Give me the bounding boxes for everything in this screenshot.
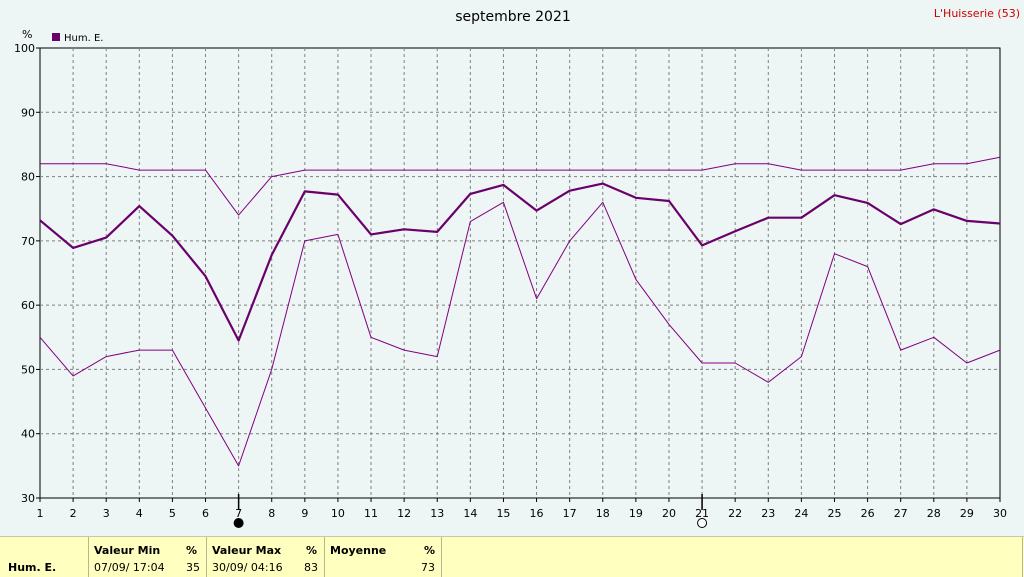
y-tick-label: 90 (21, 106, 35, 119)
y-tick-label: 100 (14, 42, 35, 55)
x-tick-label: 12 (397, 507, 411, 520)
x-tick-label: 26 (861, 507, 875, 520)
x-tick-label: 4 (136, 507, 143, 520)
x-tick-label: 1 (37, 507, 44, 520)
x-tick-label: 27 (894, 507, 908, 520)
grid (40, 48, 1000, 498)
y-axis-ticks: 30 40 50 60 70 80 90 100 (14, 42, 40, 505)
y-tick-label: 70 (21, 235, 35, 248)
y-tick-label: 50 (21, 363, 35, 376)
x-tick-label: 11 (364, 507, 378, 520)
x-tick-label: 2 (70, 507, 77, 520)
legend-label: Hum. E. (64, 33, 103, 44)
y-tick-label: 80 (21, 171, 35, 184)
max-unit: % (306, 544, 318, 557)
humidity-chart: septembre 2021 L'Huisserie (53) % Hum. E… (14, 7, 1020, 528)
x-tick-label: 19 (629, 507, 643, 520)
x-tick-label: 23 (761, 507, 775, 520)
x-tick-label: 14 (463, 507, 477, 520)
min-when: 07/09/ 17:04 (94, 561, 165, 574)
stats-footer: Hum. E. Valeur Min % 07/09/ 17:04 35 Val… (0, 536, 1024, 577)
mean-header: Moyenne (330, 544, 387, 557)
x-tick-label: 17 (563, 507, 577, 520)
x-tick-label: 15 (496, 507, 510, 520)
chart-title: septembre 2021 (455, 9, 571, 25)
x-tick-label: 25 (827, 507, 841, 520)
x-tick-label: 28 (927, 507, 941, 520)
x-tick-label: 24 (794, 507, 808, 520)
series-line-mean (39, 182, 1001, 342)
x-tick-label: 3 (103, 507, 110, 520)
x-tick-label: 16 (530, 507, 544, 520)
x-tick-label: 10 (331, 507, 345, 520)
mean-value: 73 (421, 561, 435, 574)
y-tick-label: 40 (21, 428, 35, 441)
y-tick-label: 60 (21, 299, 35, 312)
x-tick-label: 18 (596, 507, 610, 520)
max-value: 83 (304, 561, 318, 574)
x-tick-label: 30 (993, 507, 1007, 520)
plot-frame (39, 47, 1001, 499)
x-tick-label: 21 (695, 507, 709, 520)
y-tick-label: 30 (21, 492, 35, 505)
station-name: L'Huisserie (53) (934, 7, 1020, 20)
footer-series-label: Hum. E. (8, 561, 57, 574)
x-axis-ticks: 1 2 3 4 5 6 7 8 9 10 11 12 13 14 15 16 17 18 19 20 21 22 23 24 2… (37, 498, 1007, 520)
new-moon-icon (697, 518, 708, 528)
x-tick-label: 29 (960, 507, 974, 520)
max-header: Valeur Max (212, 544, 282, 557)
y-axis-unit: % (22, 28, 32, 41)
legend-swatch (52, 33, 60, 41)
x-tick-label: 13 (430, 507, 444, 520)
full-moon-icon (233, 518, 244, 528)
x-tick-label: 22 (728, 507, 742, 520)
series-line-min (39, 201, 1001, 467)
min-value: 35 (186, 561, 200, 574)
x-tick-label: 20 (662, 507, 676, 520)
max-when: 30/09/ 04:16 (212, 561, 283, 574)
x-tick-label: 8 (268, 507, 275, 520)
series-line-max (40, 156, 1001, 216)
series-lines (39, 156, 1001, 467)
x-tick-label: 7 (235, 507, 242, 520)
x-tick-label: 9 (301, 507, 308, 520)
x-tick-label: 5 (169, 507, 176, 520)
min-header: Valeur Min (94, 544, 161, 557)
mean-unit: % (424, 544, 436, 557)
moon-markers (233, 494, 708, 528)
x-tick-label: 6 (202, 507, 209, 520)
min-unit: % (186, 544, 198, 557)
